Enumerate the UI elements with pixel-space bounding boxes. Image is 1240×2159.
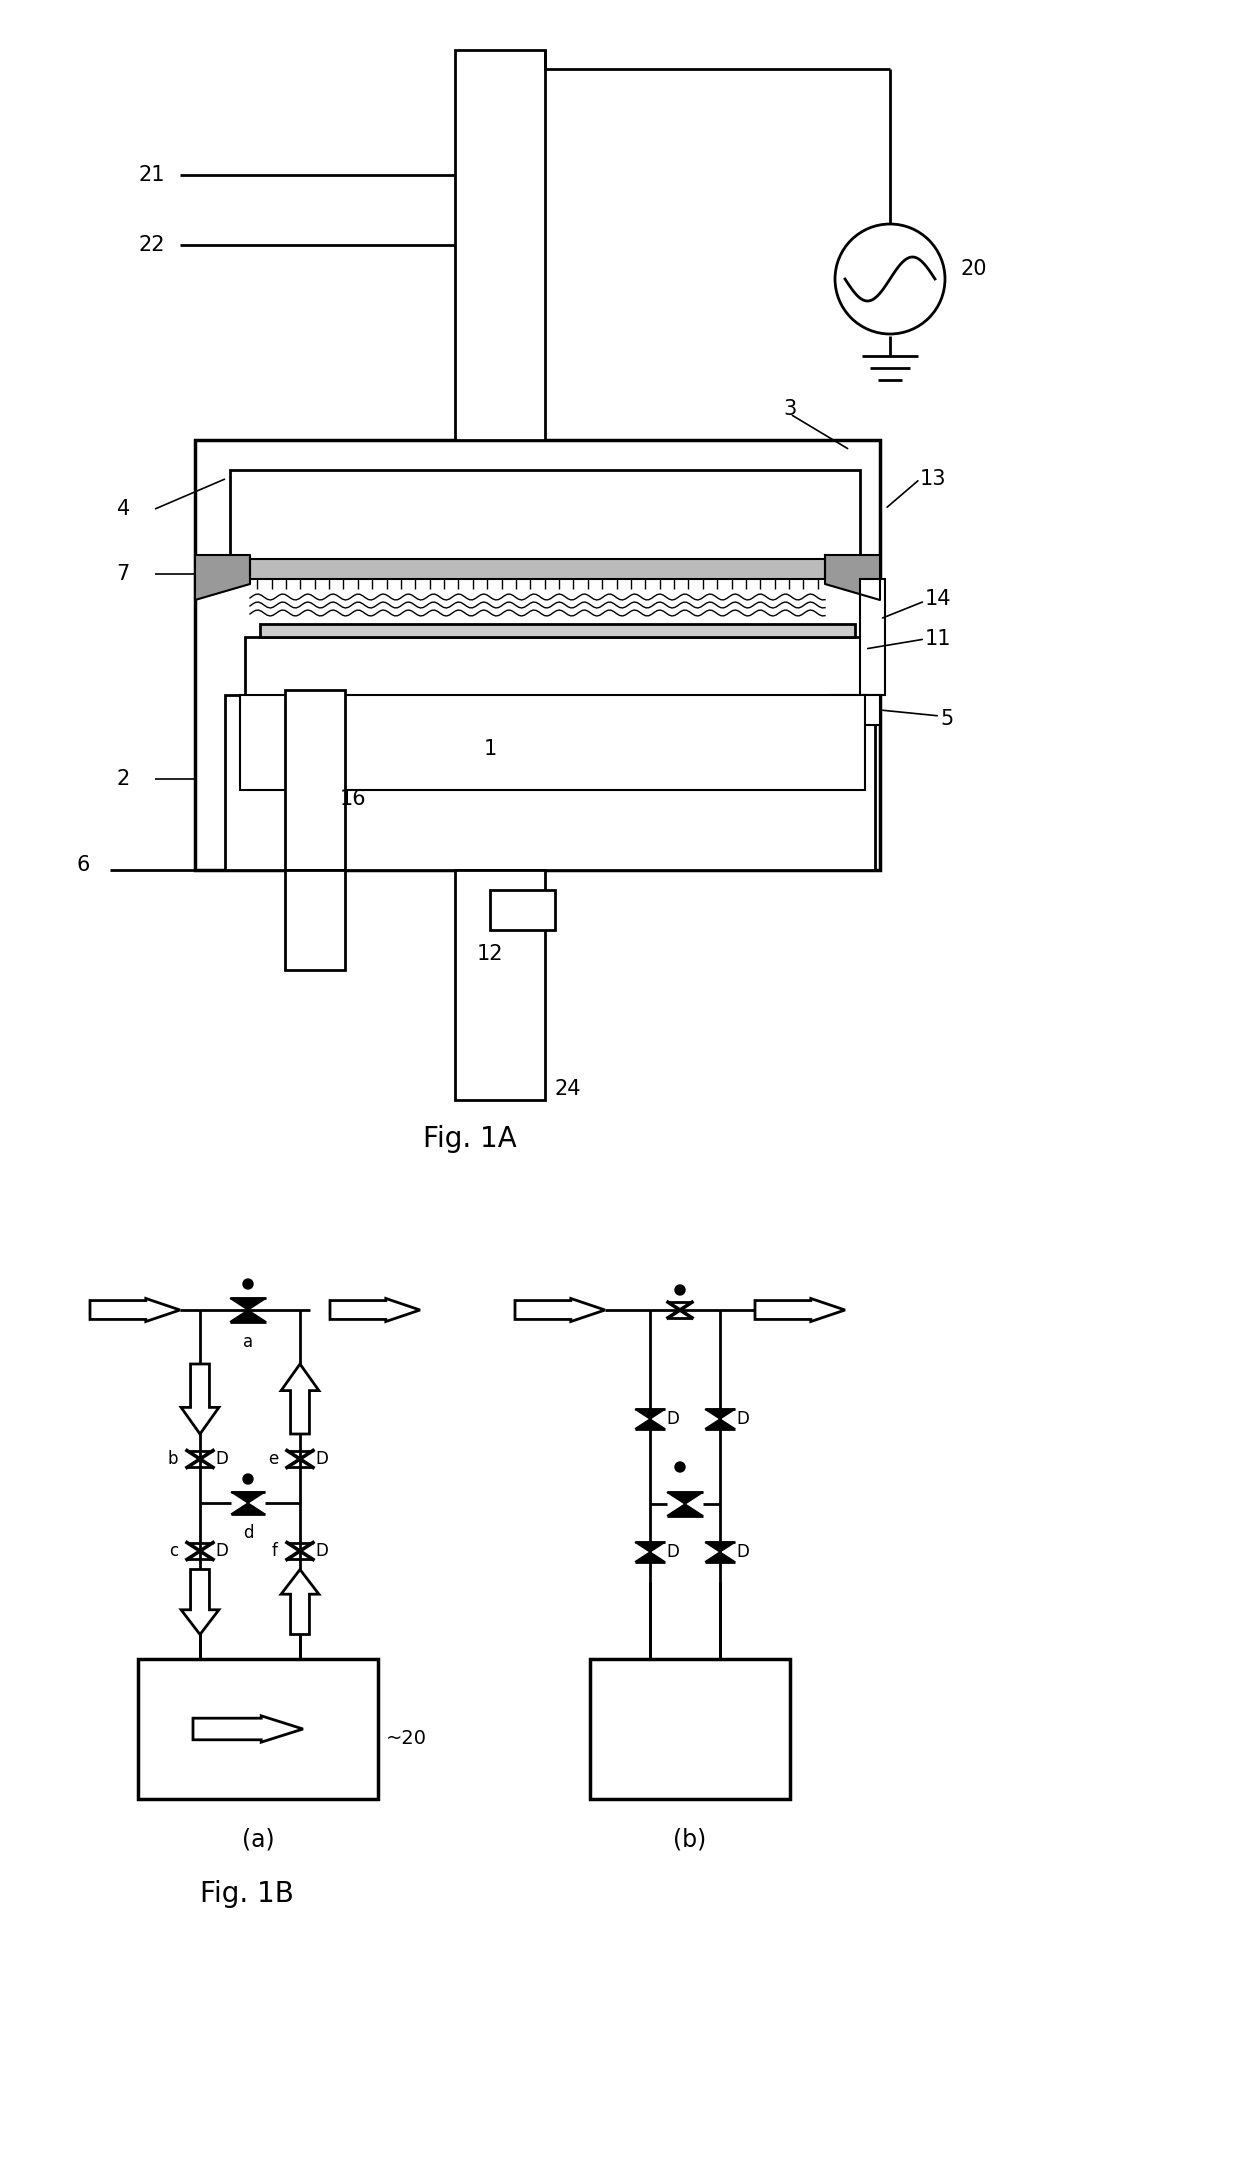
Polygon shape [755,1298,844,1321]
Circle shape [675,1285,684,1295]
Text: a: a [243,1332,253,1352]
Bar [285,691,345,870]
Text: b: b [167,1451,179,1468]
Polygon shape [231,1503,265,1513]
Polygon shape [706,1552,735,1561]
Text: e: e [268,1451,278,1468]
Text: D: D [216,1451,228,1468]
Text: (b): (b) [673,1827,707,1850]
Text: D: D [315,1451,329,1468]
Text: D: D [737,1410,749,1427]
Text: (a): (a) [242,1827,274,1850]
Polygon shape [635,1552,665,1561]
Polygon shape [231,1492,265,1503]
Bar [241,695,866,790]
Text: 13: 13 [920,469,946,488]
Text: Fig. 1A: Fig. 1A [423,1125,517,1153]
Polygon shape [330,1298,420,1321]
Text: 16: 16 [340,788,367,810]
Text: 11: 11 [925,628,951,650]
Text: D: D [667,1410,680,1427]
Polygon shape [281,1570,319,1634]
Circle shape [243,1475,253,1483]
Bar [224,695,875,870]
Bar [861,579,885,695]
Text: 22: 22 [139,235,165,255]
Text: 3: 3 [784,399,796,419]
Polygon shape [635,1410,665,1418]
Bar [285,870,345,969]
Text: 20: 20 [960,259,987,279]
Text: c: c [169,1542,179,1561]
Polygon shape [706,1410,735,1418]
Text: 1: 1 [484,738,497,760]
Text: 6: 6 [77,855,91,874]
Bar [830,695,880,725]
Polygon shape [515,1298,605,1321]
Polygon shape [229,1311,267,1321]
Polygon shape [181,1364,219,1434]
Bar [229,471,861,559]
Polygon shape [635,1418,665,1429]
Circle shape [835,225,945,335]
Polygon shape [195,555,250,600]
Circle shape [675,1462,684,1472]
Polygon shape [635,1542,665,1552]
Polygon shape [667,1492,703,1505]
Bar [455,50,546,440]
Polygon shape [181,1570,219,1634]
Polygon shape [706,1418,735,1429]
Bar [250,559,825,579]
Text: 21: 21 [139,164,165,186]
Text: 4: 4 [117,499,130,518]
Text: 14: 14 [925,589,951,609]
Polygon shape [193,1716,303,1742]
Text: d: d [243,1524,253,1542]
Text: 2: 2 [117,769,130,788]
Text: D: D [667,1544,680,1561]
Bar [138,1658,378,1798]
Text: D: D [737,1544,749,1561]
Text: Fig. 1B: Fig. 1B [200,1880,294,1909]
Polygon shape [229,1298,267,1311]
Bar [246,637,861,695]
Text: 7: 7 [117,563,130,583]
Text: 24: 24 [556,1080,582,1099]
Bar [195,440,880,870]
Bar [590,1658,790,1798]
Text: 5: 5 [940,708,954,730]
Bar [260,624,856,637]
Bar [455,870,546,1099]
Text: D: D [315,1542,329,1561]
Text: 12: 12 [476,943,503,965]
Circle shape [243,1278,253,1289]
Polygon shape [706,1542,735,1552]
Text: D: D [216,1542,228,1561]
Polygon shape [825,555,880,600]
Polygon shape [281,1364,319,1434]
Polygon shape [667,1505,703,1516]
Polygon shape [91,1298,180,1321]
Text: f: f [272,1542,278,1561]
Text: ~20: ~20 [386,1729,427,1749]
Bar [490,890,556,931]
